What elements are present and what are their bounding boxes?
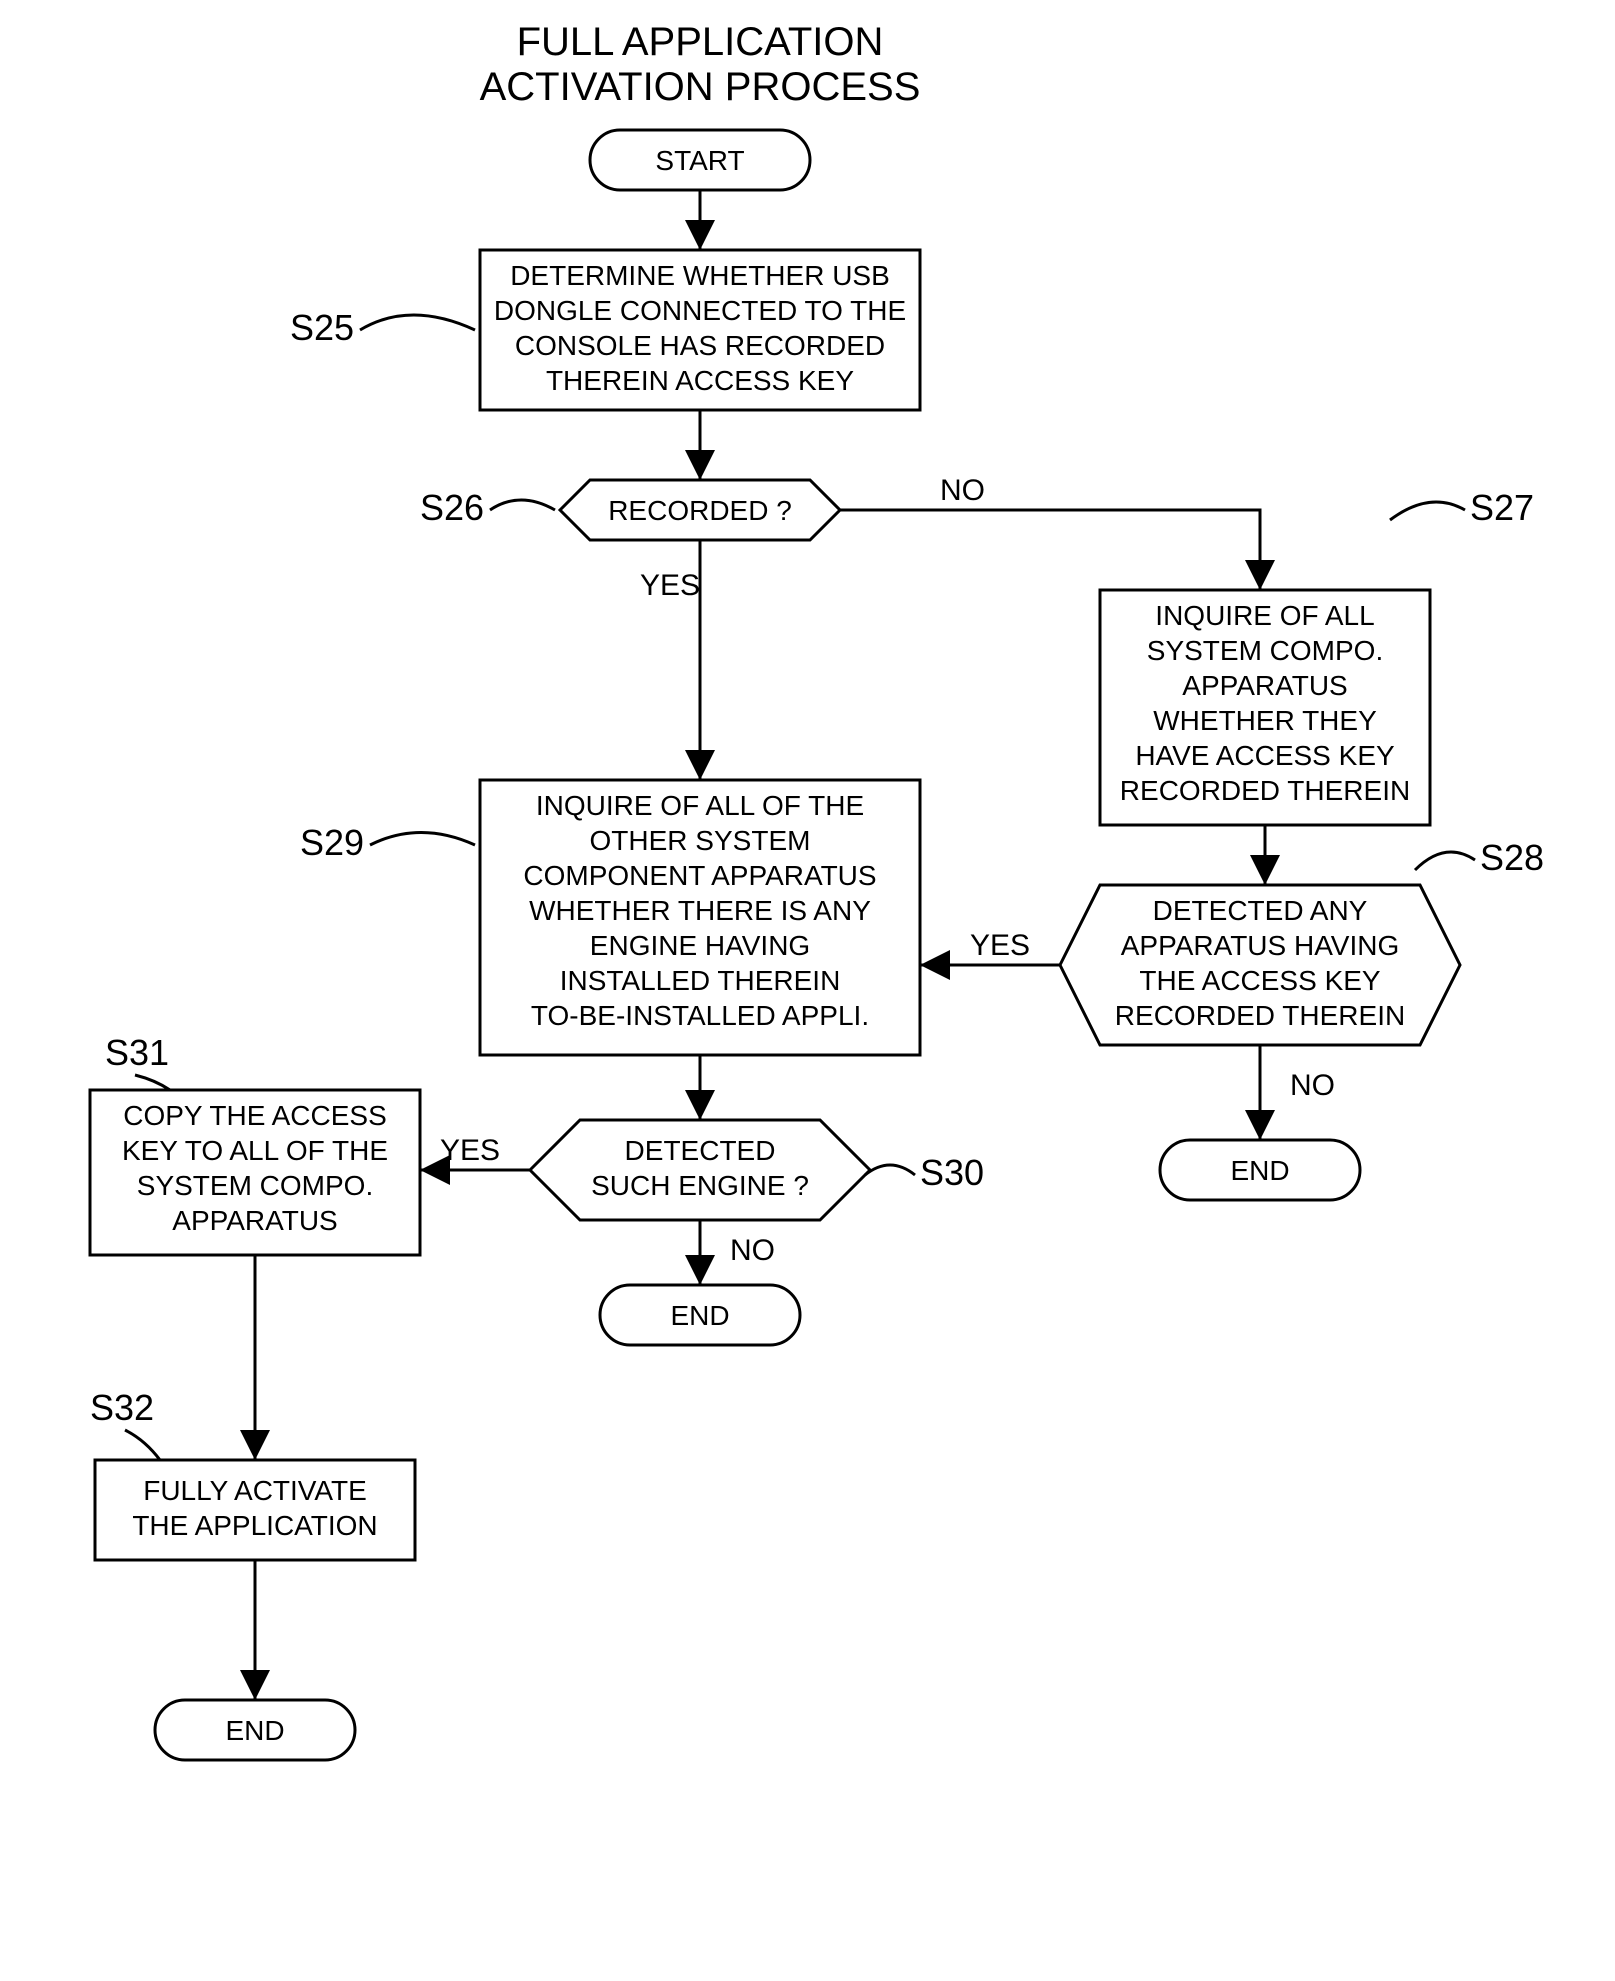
s28-tag-connector [1415, 852, 1475, 870]
s32-node: FULLY ACTIVATE THE APPLICATION [95, 1460, 415, 1560]
s29-line1: INQUIRE OF ALL OF THE [536, 790, 864, 821]
s27-tag-connector [1390, 502, 1465, 520]
s29-line7: TO-BE-INSTALLED APPLI. [531, 1000, 869, 1031]
start-node: START [590, 130, 810, 190]
s25-line3: CONSOLE HAS RECORDED [515, 330, 885, 361]
s26-yes-label: YES [640, 569, 700, 602]
s27-line3: APPARATUS [1182, 670, 1347, 701]
s26-tag: S26 [420, 487, 484, 528]
s28-line1: DETECTED ANY [1153, 895, 1368, 926]
title-line2: ACTIVATION PROCESS [480, 65, 921, 109]
s31-line2: KEY TO ALL OF THE [122, 1135, 388, 1166]
s29-line6: INSTALLED THEREIN [560, 965, 841, 996]
title-line1: FULL APPLICATION [517, 20, 884, 64]
end3-label: END [225, 1715, 284, 1746]
s26-node: RECORDED ? [560, 480, 840, 540]
s27-line2: SYSTEM COMPO. [1147, 635, 1383, 666]
s29-line2: OTHER SYSTEM [590, 825, 811, 856]
s32-line1: FULLY ACTIVATE [143, 1475, 367, 1506]
s26-label: RECORDED ? [608, 495, 792, 526]
s25-tag: S25 [290, 307, 354, 348]
s27-line6: RECORDED THEREIN [1120, 775, 1410, 806]
s30-tag-connector [865, 1165, 915, 1175]
s29-tag: S29 [300, 822, 364, 863]
s27-line5: HAVE ACCESS KEY [1135, 740, 1395, 771]
s30-tag: S30 [920, 1152, 984, 1193]
s31-tag-connector [135, 1075, 170, 1090]
s27-line4: WHETHER THEY [1153, 705, 1377, 736]
s27-node: INQUIRE OF ALL SYSTEM COMPO. APPARATUS W… [1100, 590, 1430, 825]
s25-line2: DONGLE CONNECTED TO THE [494, 295, 906, 326]
s28-line4: RECORDED THEREIN [1115, 1000, 1405, 1031]
s26-no-label: NO [940, 474, 985, 507]
end-node-center: END [600, 1285, 800, 1345]
s28-yes-label: YES [970, 929, 1030, 962]
s31-line4: APPARATUS [172, 1205, 337, 1236]
s25-tag-connector [360, 315, 475, 330]
end-node-right: END [1160, 1140, 1360, 1200]
s25-line4: THEREIN ACCESS KEY [546, 365, 854, 396]
s25-node: DETERMINE WHETHER USB DONGLE CONNECTED T… [480, 250, 920, 410]
start-label: START [655, 145, 744, 176]
s29-line3: COMPONENT APPARATUS [523, 860, 876, 891]
s32-tag: S32 [90, 1387, 154, 1428]
s28-line3: THE ACCESS KEY [1139, 965, 1381, 996]
end2-label: END [670, 1300, 729, 1331]
s29-line5: ENGINE HAVING [590, 930, 810, 961]
s27-tag: S27 [1470, 487, 1534, 528]
s25-line1: DETERMINE WHETHER USB [510, 260, 890, 291]
s30-node: DETECTED SUCH ENGINE ? [530, 1120, 870, 1220]
s29-line4: WHETHER THERE IS ANY [529, 895, 871, 926]
s31-line3: SYSTEM COMPO. [137, 1170, 373, 1201]
s28-tag: S28 [1480, 837, 1544, 878]
s26-tag-connector [490, 500, 555, 510]
s30-no-label: NO [730, 1234, 775, 1267]
s32-tag-connector [125, 1430, 160, 1460]
edge-s26-s27 [840, 510, 1260, 590]
s32-line2: THE APPLICATION [132, 1510, 377, 1541]
s30-line1: DETECTED [625, 1135, 776, 1166]
s28-line2: APPARATUS HAVING [1121, 930, 1400, 961]
s29-node: INQUIRE OF ALL OF THE OTHER SYSTEM COMPO… [480, 780, 920, 1055]
s29-tag-connector [370, 833, 475, 846]
s30-yes-label: YES [440, 1134, 500, 1167]
s31-node: COPY THE ACCESS KEY TO ALL OF THE SYSTEM… [90, 1090, 420, 1255]
s28-node: DETECTED ANY APPARATUS HAVING THE ACCESS… [1060, 885, 1460, 1045]
s31-tag: S31 [105, 1032, 169, 1073]
s30-line2: SUCH ENGINE ? [591, 1170, 809, 1201]
s31-line1: COPY THE ACCESS [123, 1100, 387, 1131]
s27-line1: INQUIRE OF ALL [1155, 600, 1374, 631]
s28-no-label: NO [1290, 1069, 1335, 1102]
end-node-left: END [155, 1700, 355, 1760]
end1-label: END [1230, 1155, 1289, 1186]
